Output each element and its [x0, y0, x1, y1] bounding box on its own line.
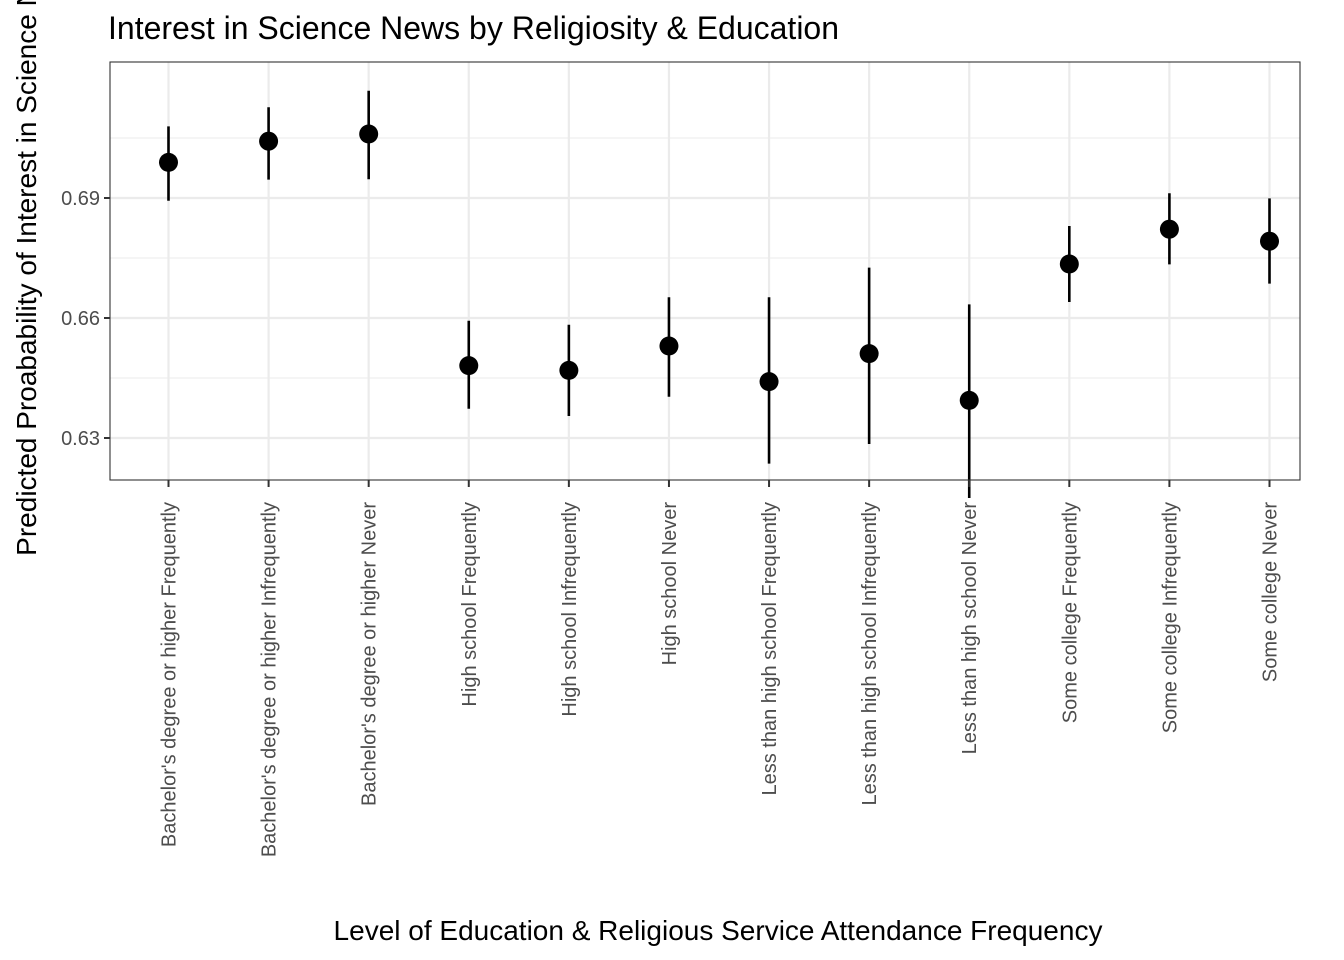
- y-axis-title: Predicted Proabability of Interest in Sc…: [11, 0, 42, 556]
- data-point: [759, 372, 779, 392]
- panel-background: [110, 62, 1300, 480]
- x-tick-label: High school Infrequently: [559, 502, 581, 717]
- data-point: [1260, 231, 1279, 251]
- data-point: [259, 131, 279, 151]
- x-tick-label: High school Frequently: [459, 502, 481, 707]
- y-axis: 0.63 0.66 0.69: [61, 188, 110, 450]
- data-point: [459, 356, 479, 376]
- x-tick-label: Bachelor's degree or higher Never: [359, 502, 381, 806]
- data-point: [159, 152, 178, 172]
- data-marks: [159, 90, 1279, 498]
- y-tick-label: 0.69: [61, 188, 100, 210]
- panel-border: [109, 61, 1301, 481]
- x-tick-label: Bachelor's degree or higher Infrequently: [259, 502, 281, 857]
- data-point: [1159, 219, 1179, 239]
- y-tick-label: 0.63: [61, 428, 100, 450]
- x-tick-label: Less than high school Infrequently: [859, 502, 881, 806]
- y-tick-label: 0.66: [61, 308, 100, 330]
- x-tick-label: Some college Never: [1260, 502, 1282, 682]
- x-axis-title: Level of Education & Religious Service A…: [334, 915, 1103, 946]
- data-point: [659, 336, 679, 356]
- x-tick-label: Less than high school Never: [959, 502, 981, 755]
- data-point: [359, 124, 379, 144]
- x-axis: Bachelor's degree or higher Frequently Ba…: [159, 480, 1282, 857]
- x-tick-label: High school Never: [659, 502, 681, 666]
- x-tick-label: Some college Infrequently: [1159, 502, 1181, 733]
- data-point: [1059, 254, 1079, 274]
- x-tick-label: Bachelor's degree or higher Frequently: [159, 502, 181, 847]
- x-tick-label: Less than high school Frequently: [759, 502, 781, 796]
- data-point: [559, 360, 579, 380]
- data-point: [959, 390, 979, 410]
- data-point: [859, 344, 879, 364]
- chart-title: Interest in Science News by Religiosity …: [108, 10, 839, 46]
- x-tick-label: Some college Frequently: [1059, 502, 1081, 723]
